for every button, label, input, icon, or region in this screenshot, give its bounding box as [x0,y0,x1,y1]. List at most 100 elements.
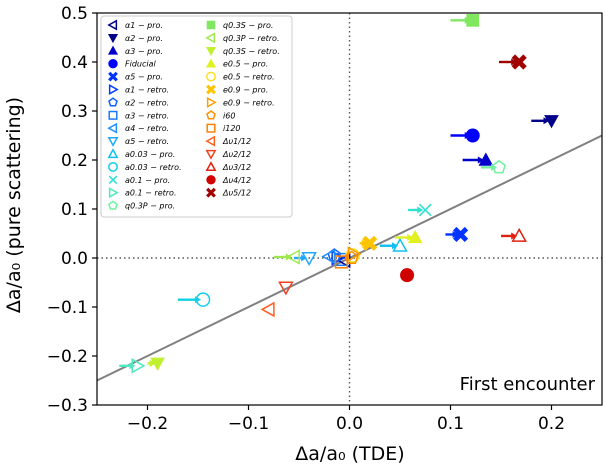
legend-5-retro.: α5 − retro. [107,136,169,147]
legend-e0.9-pro.-marker [206,84,216,95]
legend-4-12-label: Δυ4/12 [222,176,251,185]
legend-5-12: Δυ5/12 [206,187,251,198]
legend-3-retro.-label: α3 − retro. [125,111,169,120]
legend-a0.03-pro.: a0.03 − pro. [107,148,175,159]
point-q0.3p-retro.-arrow [273,253,292,261]
legend-e0.9-retro.: e0.9 − retro. [206,96,275,108]
legend-2-retro.-label: α2 − retro. [125,98,169,107]
legend-4-12-marker [206,175,216,185]
legend-1-retro.-marker [108,84,119,95]
legend-a0.1-retro.-marker [108,187,119,199]
legend-i60-marker [206,110,216,120]
legend-a0.03-retro.-label: a0.03 − retro. [125,163,182,172]
point-5-pro.-arrow [445,230,459,238]
legend-4-retro.-label: α4 − retro. [125,124,169,133]
legend-i120: i120 [206,123,241,133]
point-1-12 [260,301,275,318]
legend-q0.3p-retro.-marker [205,32,216,44]
point-a0.03-pro.-arrow [379,242,398,250]
legend-3-12-marker [205,161,217,172]
point-5-retro. [301,252,317,267]
legend-i120-marker [206,123,216,133]
y-tick-label: −0.1 [47,298,88,318]
legend-2-12-marker [205,149,217,160]
legend-5-12-label: Δυ5/12 [222,189,251,198]
legend-2-pro.: α2 − pro. [107,34,163,44]
legend-1-12-label: Δυ1/12 [222,137,251,146]
x-tick-label: −0.2 [127,414,168,434]
legend-4-retro.: α4 − retro. [107,122,169,134]
legend-3-12-label: Δυ3/12 [222,163,251,172]
x-tick-label: 0.1 [437,414,464,434]
y-tick-label: 0.5 [61,4,88,24]
legend-5-retro.-marker [107,136,119,147]
legend-e0.5-retro.-label: e0.5 − retro. [223,73,275,82]
point-e0.9-pro.-arrow [359,239,368,247]
legend-e0.9-retro.-marker [206,96,217,108]
legend-q0.3s-retro.-label: q0.3S − retro. [223,47,280,56]
legend-a0.1-pro.-label: a0.1 − pro. [125,176,170,185]
legend-e0.9-pro.-label: e0.9 − pro. [223,86,268,95]
legend-q0.3p-retro.: q0.3P − retro. [205,32,280,44]
legend-4-12: Δυ4/12 [206,175,251,185]
legend-1-pro.-label: α1 − pro. [125,21,163,30]
x-tick-label: 0.0 [336,414,363,434]
x-axis-label: Δa/a₀ (TDE) [295,443,404,465]
legend-5-pro.-label: α5 − pro. [125,73,163,82]
legend-2-pro.-marker [107,34,119,44]
legend-fiducial: Fiducial [108,59,156,69]
annotation-first-encounter: First encounter [460,374,596,395]
point-3-12-arrow [501,232,518,240]
point-a0.1-pro. [418,203,432,217]
legend-e0.9-retro.-label: e0.9 − retro. [223,98,275,107]
legend-5-pro.-marker [108,71,118,82]
legend-5-retro.-label: α5 − retro. [125,137,169,146]
point-3-12 [511,227,527,242]
point-e0.9-pro. [362,235,378,251]
legend-i60: i60 [206,110,235,120]
legend-box [100,15,293,218]
legend-q0.3s-pro.-label: q0.3S − pro. [223,21,273,30]
legend-q0.3s-pro.: q0.3S − pro. [206,20,273,30]
legend-a0.03-retro.: a0.03 − retro. [108,161,182,172]
point-i120 [334,255,349,269]
point-e0.5-pro.-arrow [394,233,414,241]
legend-e0.9-pro.: e0.9 − pro. [206,84,268,95]
legend-a0.1-retro.-label: a0.1 − retro. [125,189,177,198]
legend-q0.3p-pro.-label: q0.3P − pro. [125,202,175,211]
legend-a0.1-pro.-marker [108,175,118,185]
legend-q0.3p-retro.-label: q0.3P − retro. [223,34,280,43]
legend-e0.5-retro.: e0.5 − retro. [206,71,275,82]
legend-5-12-marker [206,187,216,198]
legend-1-12-marker [205,135,216,147]
legend-e0.5-pro.-marker [205,58,217,68]
legend-q0.3s-retro.: q0.3S − retro. [205,47,280,57]
legend-2-retro.: α2 − retro. [108,97,169,107]
point-a0.03-retro. [195,292,211,307]
point-a0.1-pro.-arrow [408,206,424,214]
legend-4-retro.-marker [107,122,118,134]
point-4-retro. [321,248,336,265]
x-tick-label: −0.1 [228,414,269,434]
legend-e0.5-retro.-marker [206,71,216,82]
point-5-12-arrow [498,58,518,66]
legend-3-retro.-marker [108,110,118,120]
legend-1-pro.-marker [107,19,118,31]
legend-3-pro.-label: α3 − pro. [125,47,163,56]
legend-1-retro.-label: α1 − retro. [125,86,169,95]
y-tick-label: −0.3 [47,396,88,416]
legend-a0.03-pro.-marker [107,148,119,159]
legend-i120-label: i120 [223,124,241,133]
legend-a0.03-retro.-marker [108,161,118,172]
y-tick-label: 0.1 [61,200,88,220]
point-q0.3p-pro. [491,159,507,174]
point-q0.3s-pro. [466,14,480,27]
legend-3-pro.: α3 − pro. [107,45,163,56]
legend-fiducial-marker [108,59,118,69]
y-tick-label: 0.4 [61,53,88,73]
y-tick-label: 0.3 [61,102,88,122]
point-fiducial [465,128,480,143]
legend-1-retro.: α1 − retro. [108,84,169,95]
y-axis-label: Δa/a₀ (pure scattering) [3,97,25,313]
